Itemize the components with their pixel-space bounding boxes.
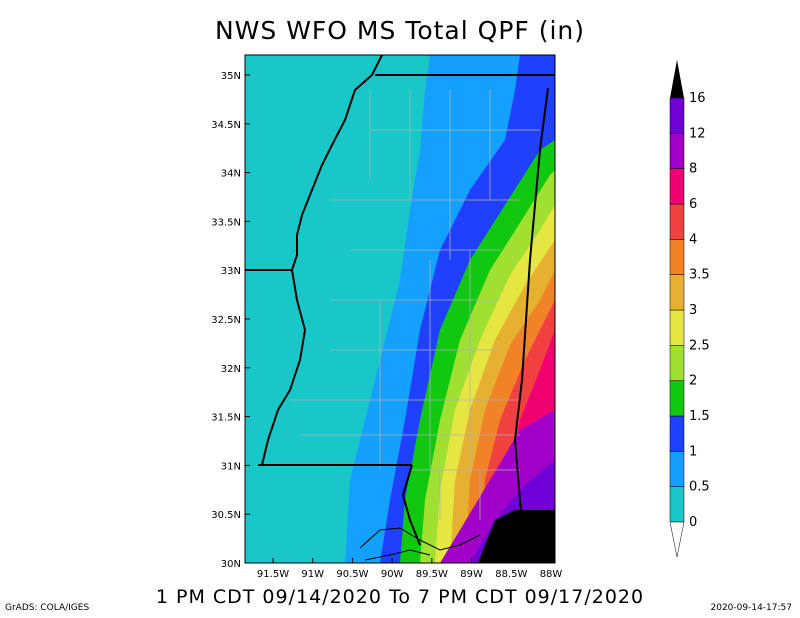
precip-map [245, 55, 555, 563]
legend-over-triangle [670, 60, 684, 98]
legend-swatch [669, 486, 685, 523]
lon-label: 88W [540, 569, 563, 580]
legend-under-triangle [669, 521, 685, 558]
state-borders [245, 55, 555, 546]
contour-16 [478, 510, 555, 563]
lon-label: 91.5W [257, 569, 289, 580]
legend-swatch [669, 345, 685, 381]
legend-label: 4 [689, 232, 697, 247]
legend-swatch [669, 415, 685, 452]
county-lines [290, 90, 540, 520]
legend-swatch [669, 133, 685, 169]
legend-label: 3.5 [689, 268, 710, 283]
lat-label: 31N [221, 461, 241, 472]
legend-label: 1 [689, 444, 697, 459]
generation-timestamp: 2020-09-14-17:57 [710, 603, 793, 613]
lat-label: 32N [221, 364, 241, 375]
lon-label: 89.5W [416, 569, 448, 580]
lon-label: 89W [460, 569, 483, 580]
legend-label: 1.5 [689, 409, 710, 424]
legend-label: 0 [689, 515, 697, 530]
legend-label: 16 [689, 91, 706, 106]
lon-label: 91W [301, 569, 324, 580]
map-frame [244, 54, 556, 564]
lat-label: 33N [221, 266, 241, 277]
coastline [359, 527, 481, 561]
legend-label: 2 [689, 374, 697, 389]
legend-swatch [669, 309, 685, 346]
legend-swatch [669, 97, 685, 134]
lat-axis: 35N 34.5N 34N 33.5N 33N 32.5N 32N 31.5N 31N 30.5N… [211, 71, 250, 570]
lon-axis: 91.5W 91W 90.5W 90W 89.5W 89W 88.5W 88W [257, 558, 562, 580]
legend-swatch [669, 239, 685, 275]
lat-label: 33.5N [211, 217, 241, 228]
valid-period: 1 PM CDT 09/14/2020 To 7 PM CDT 09/17/20… [155, 586, 645, 608]
legend-label: 3 [689, 303, 697, 318]
lon-label: 88.5W [495, 569, 527, 580]
color-legend: 0 0.5 1 1.5 2 2.5 3 3.5 4 6 8 12 16 [669, 60, 710, 558]
map-title: NWS WFO MS Total QPF (in) [214, 16, 586, 45]
lon-label: 90.5W [336, 569, 368, 580]
legend-swatch [669, 203, 685, 240]
software-credit: GrADS: COLA/IGES [5, 603, 90, 613]
legend-swatch [669, 380, 685, 417]
lat-label: 31.5N [211, 413, 241, 424]
legend-label: 12 [689, 126, 706, 141]
legend-swatch [669, 168, 685, 205]
lat-label: 34N [221, 169, 241, 180]
legend-swatch [669, 274, 685, 311]
lon-label: 90W [381, 569, 404, 580]
legend-swatch [669, 451, 685, 487]
legend-label: 8 [689, 162, 697, 177]
legend-label: 6 [689, 197, 697, 212]
legend-label: 2.5 [689, 338, 710, 353]
lat-label: 34.5N [211, 120, 241, 131]
lat-label: 35N [221, 71, 241, 82]
lat-label: 32.5N [211, 315, 241, 326]
lat-label: 30N [221, 559, 241, 570]
lat-label: 30.5N [211, 510, 241, 521]
legend-label: 0.5 [689, 480, 710, 495]
